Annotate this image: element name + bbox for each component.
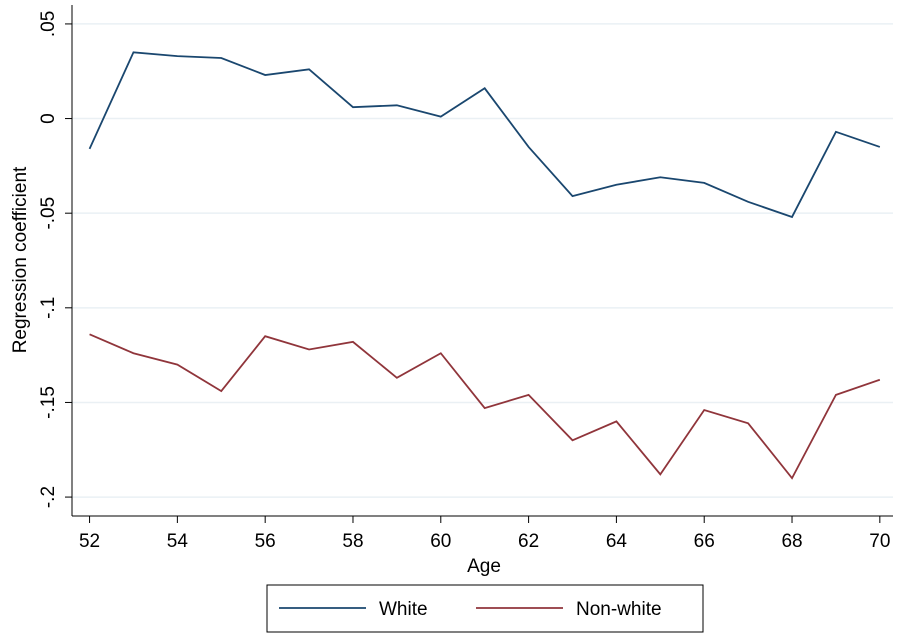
line-series xyxy=(88,51,881,219)
x-axis-label: Age xyxy=(467,556,501,577)
line-series xyxy=(89,333,881,480)
x-tick-label: 58 xyxy=(342,531,363,552)
x-tick-label: 54 xyxy=(167,531,189,552)
y-axis-label: Regression coefficient xyxy=(10,166,31,353)
y-tick-label: -.15 xyxy=(38,386,59,419)
x-tick-label: 66 xyxy=(694,531,715,552)
x-tick-label: 62 xyxy=(518,531,539,552)
y-tick-label: .05 xyxy=(38,11,59,37)
y-tick-label: 0 xyxy=(38,113,59,124)
legend-label: White xyxy=(379,599,428,620)
x-tick-label: 64 xyxy=(606,531,628,552)
y-tick-label: -.2 xyxy=(38,486,59,508)
legend-label: Non-white xyxy=(576,599,662,620)
x-tick-label: 68 xyxy=(781,531,802,552)
x-tick-label: 70 xyxy=(869,531,890,552)
x-tick-label: 60 xyxy=(430,531,451,552)
x-tick-label: 56 xyxy=(255,531,276,552)
y-tick-label: -.1 xyxy=(38,297,59,319)
y-tick-label: -.05 xyxy=(38,197,59,230)
x-tick-label: 52 xyxy=(79,531,100,552)
